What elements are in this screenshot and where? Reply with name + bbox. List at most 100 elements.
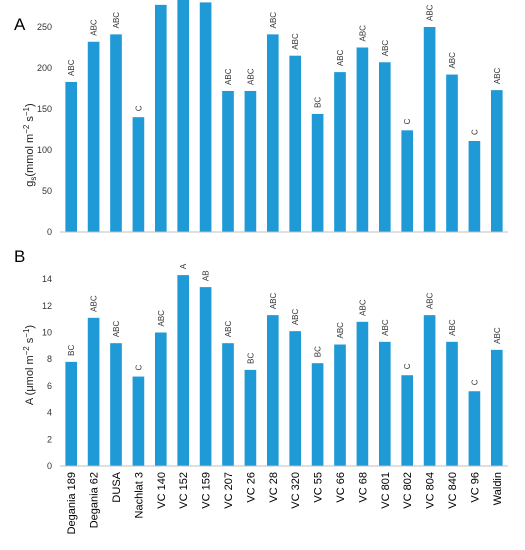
- panel-b-ylabel-end: ): [24, 325, 36, 329]
- panel-b-bar: [356, 321, 369, 466]
- panel-b-y-tick-label: 2: [47, 434, 52, 444]
- panel-b-significance-letter: AB: [202, 270, 211, 281]
- x-axis-category-label: Degania 189: [66, 472, 78, 534]
- panel-a-label: A: [14, 15, 26, 34]
- panel-b-significance-letter: ABC: [336, 322, 345, 339]
- x-axis-category-label: VC 55: [313, 472, 325, 503]
- x-axis-category-label: VC 152: [178, 472, 190, 509]
- panel-b-bar: [65, 361, 78, 466]
- panel-a-y-tick-label: 50: [42, 186, 52, 196]
- panel-b-significance-letter: C: [470, 379, 479, 385]
- panel-a-bar: [177, 0, 190, 233]
- panel-a-bar: [289, 55, 302, 233]
- x-axis-category-label: Degania 62: [89, 472, 101, 528]
- panel-b-bars: BC ABC ABC C ABC A AB ABC BC ABC ABC BC ABC ABC ABC C AB…: [65, 263, 503, 466]
- panel-a-bar: [311, 113, 324, 232]
- x-axis-category-label: VC 68: [357, 472, 369, 503]
- panel-a-y-tick-label: 250: [37, 22, 52, 32]
- panel-a-bar: [423, 27, 436, 232]
- panel-b-significance-letter: C: [134, 365, 143, 371]
- panel-b-significance-letter: ABC: [448, 319, 457, 336]
- panel-a-ylabel-end: ): [24, 103, 36, 107]
- panel-a-bars: ABCABCABCCABAABABCABCABCABCBCABCABCABCCA…: [65, 0, 503, 233]
- panel-a-bar: [87, 41, 100, 233]
- panel-a-bar: [356, 47, 369, 232]
- panel-a-bar: [110, 34, 122, 232]
- panel-b-bar: [490, 349, 503, 466]
- panel-a-significance-letter: ABC: [381, 40, 390, 57]
- panel-a-ylabel-exp2: −1: [22, 106, 31, 116]
- panel-a-ylabel-base: g: [24, 181, 36, 187]
- panel-a-y-tick-label: 0: [47, 227, 52, 237]
- panel-b-bar: [110, 343, 122, 466]
- panel-b-ylabel-base: A (μmol m: [24, 355, 36, 405]
- panel-a-significance-letter: C: [134, 105, 143, 111]
- panel-b-significance-letter: ABC: [112, 321, 121, 338]
- panel-b-y-tick-label: 4: [47, 408, 52, 418]
- panel-b-significance-letter: BC: [246, 353, 255, 364]
- panel-a-significance-letter: ABC: [67, 59, 76, 76]
- panel-b-bar: [446, 341, 458, 466]
- panel-b-significance-letter: A: [179, 263, 188, 269]
- panel-b-bar: [222, 343, 234, 466]
- panel-b-y-tick-label: 14: [42, 274, 52, 284]
- panel-a-significance-letter: ABC: [90, 19, 99, 36]
- panel-a-significance-letter: ABC: [291, 33, 300, 50]
- panel-a-y-ticks: 050100150200250300350: [37, 22, 52, 237]
- panel-b-significance-letter: ABC: [269, 292, 278, 309]
- panel-a-bar: [446, 74, 458, 232]
- panel-b-y-tick-label: 10: [42, 328, 52, 338]
- panel-a-bar: [468, 140, 481, 232]
- panel-a-bar: [65, 81, 78, 232]
- panel-b-significance-letter: ABC: [358, 299, 367, 316]
- panel-a-significance-letter: C: [470, 129, 479, 135]
- panel-b-significance-letter: BC: [67, 345, 76, 356]
- panel-b-bar: [199, 287, 212, 466]
- panel-b-significance-letter: C: [403, 363, 412, 369]
- panel-b-bar: [401, 375, 414, 466]
- x-axis-category-label: VC 801: [380, 472, 392, 509]
- panel-b-y-ticks: 0 2 4 6 8 10 12 14: [42, 274, 52, 471]
- panel-a-significance-letter: C: [403, 118, 412, 124]
- panel-a-y-axis-label: gs(mmol m−2 s−1): [22, 103, 38, 186]
- panel-a-significance-letter: ABC: [246, 68, 255, 85]
- panel-a-bar: [334, 72, 346, 232]
- panel-b-bar: [266, 315, 279, 466]
- panel-b-bar: [87, 317, 100, 466]
- panel-a-bar: [199, 2, 212, 233]
- x-axis-category-label: VC 26: [245, 472, 257, 503]
- panel-a-significance-letter: ABC: [336, 49, 345, 66]
- x-axis-category-label: VC 66: [335, 472, 347, 503]
- panel-b-y-tick-label: 8: [47, 354, 52, 364]
- panel-a-bar: [132, 117, 145, 232]
- panel-a-significance-letter: ABC: [358, 25, 367, 42]
- panel-a-significance-letter: ABC: [269, 12, 278, 29]
- panel-a-ylabel-units: (mmol m: [24, 134, 36, 177]
- x-axis-category-label: VC 802: [402, 472, 414, 509]
- panel-a-bar: [154, 4, 167, 232]
- panel-b-significance-letter: BC: [314, 346, 323, 357]
- panel-b-significance-letter: ABC: [426, 292, 435, 309]
- panel-a-y-tick-label: 150: [37, 104, 52, 114]
- panel-b-significance-letter: ABC: [90, 295, 99, 312]
- panel-b-y-tick-label: 6: [47, 381, 52, 391]
- panel-a-significance-letter: ABC: [426, 4, 435, 21]
- panel-b-y-tick-label: 0: [47, 461, 52, 471]
- x-axis-category-label: VC 28: [268, 472, 280, 503]
- x-axis-category-label: VC 96: [469, 472, 481, 503]
- panel-b-bar: [132, 376, 145, 466]
- panel-b-ylabel-exp1: −2: [22, 346, 31, 356]
- panel-a-chart: A gs(mmol m−2 s−1) 050100150200250300350…: [14, 0, 508, 237]
- panel-b-significance-letter: ABC: [381, 319, 390, 336]
- panel-a-bar: [378, 62, 391, 233]
- panel-a-ylabel-sub: s: [29, 177, 38, 181]
- panel-b-y-axis-label: A (μmol m−2 s−1): [22, 325, 36, 405]
- x-axis-category-label: VC 320: [290, 472, 302, 509]
- x-axis-category-label: VC 207: [223, 472, 235, 509]
- panel-b-significance-letter: ABC: [224, 321, 233, 338]
- panel-a-significance-letter: ABC: [448, 52, 457, 69]
- panel-b-significance-letter: ABC: [157, 310, 166, 327]
- panel-a-ylabel-exp1: −2: [22, 124, 31, 134]
- x-axis-category-label: VC 140: [156, 472, 168, 509]
- panel-a-significance-letter: ABC: [224, 68, 233, 85]
